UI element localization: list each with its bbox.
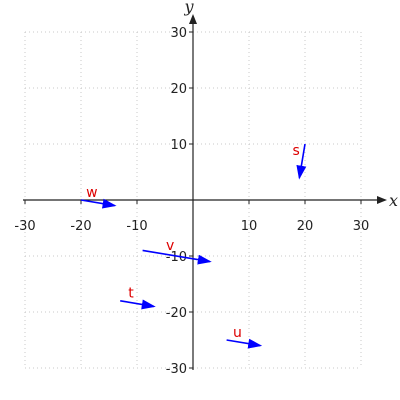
y-tick-label: -20	[166, 306, 187, 321]
x-tick-label: -20	[70, 219, 91, 234]
axes: xy	[23, 0, 398, 370]
x-axis-label: x	[389, 191, 398, 210]
x-tick-label: 10	[241, 219, 258, 234]
vector-s	[296, 143, 307, 180]
vector-label-w: w	[86, 185, 97, 201]
x-axis-arrow	[377, 196, 387, 204]
y-axis-label: y	[183, 0, 194, 16]
y-tick-label: 20	[170, 82, 187, 97]
x-tick-label: 20	[297, 219, 314, 234]
vector-label-u: u	[233, 325, 242, 341]
x-tick-label: -30	[14, 219, 35, 234]
vector-label-s: s	[293, 143, 300, 159]
vector-u	[226, 338, 263, 349]
y-tick-label: 10	[170, 138, 187, 153]
y-tick-label: 30	[170, 26, 187, 41]
vector-t	[120, 299, 156, 310]
vectors: s w v t u	[80, 143, 307, 349]
x-tick-label: -10	[126, 219, 147, 234]
y-tick-label: -30	[166, 362, 187, 377]
y-tick-label: -10	[166, 250, 187, 265]
vector-v	[142, 249, 212, 265]
x-tick-label: 30	[353, 219, 370, 234]
y-axis-arrow	[189, 14, 197, 24]
vector-w	[80, 198, 117, 209]
tick-labels: -30 -20 -10 10 20 30 -30 -20 -10 10 20 30	[14, 26, 369, 377]
vector-label-v: v	[166, 238, 174, 254]
vector-label-t: t	[128, 286, 134, 302]
